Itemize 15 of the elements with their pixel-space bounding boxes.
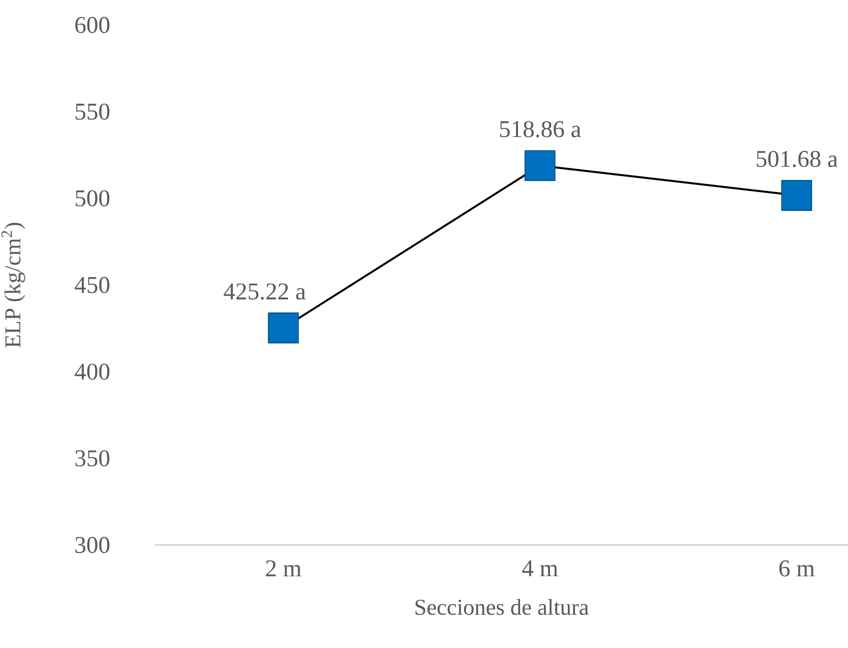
x-axis-title: Secciones de altura	[416, 598, 589, 615]
x-tick-label: 6 m	[779, 560, 815, 576]
data-label: 518.86 a	[500, 121, 581, 138]
y-axis-title: ELP (kg/cm$^{2}$)	[1, 222, 26, 348]
x-tick-label: 2 m	[266, 560, 302, 576]
y-tick-label: 400	[74, 364, 110, 380]
y-tick-label: 300	[75, 536, 110, 554]
y-tick-label: 600	[75, 16, 110, 34]
data-label: 501.68 a	[756, 150, 838, 168]
x-tick-label: 4 m	[522, 560, 558, 576]
y-tick-label: 350	[75, 450, 110, 466]
y-tick-label: 500	[76, 190, 110, 206]
y-tick-label: 550	[76, 104, 110, 120]
y-tick-label: 450	[74, 276, 110, 294]
data-label: 425.22 a	[224, 283, 306, 300]
